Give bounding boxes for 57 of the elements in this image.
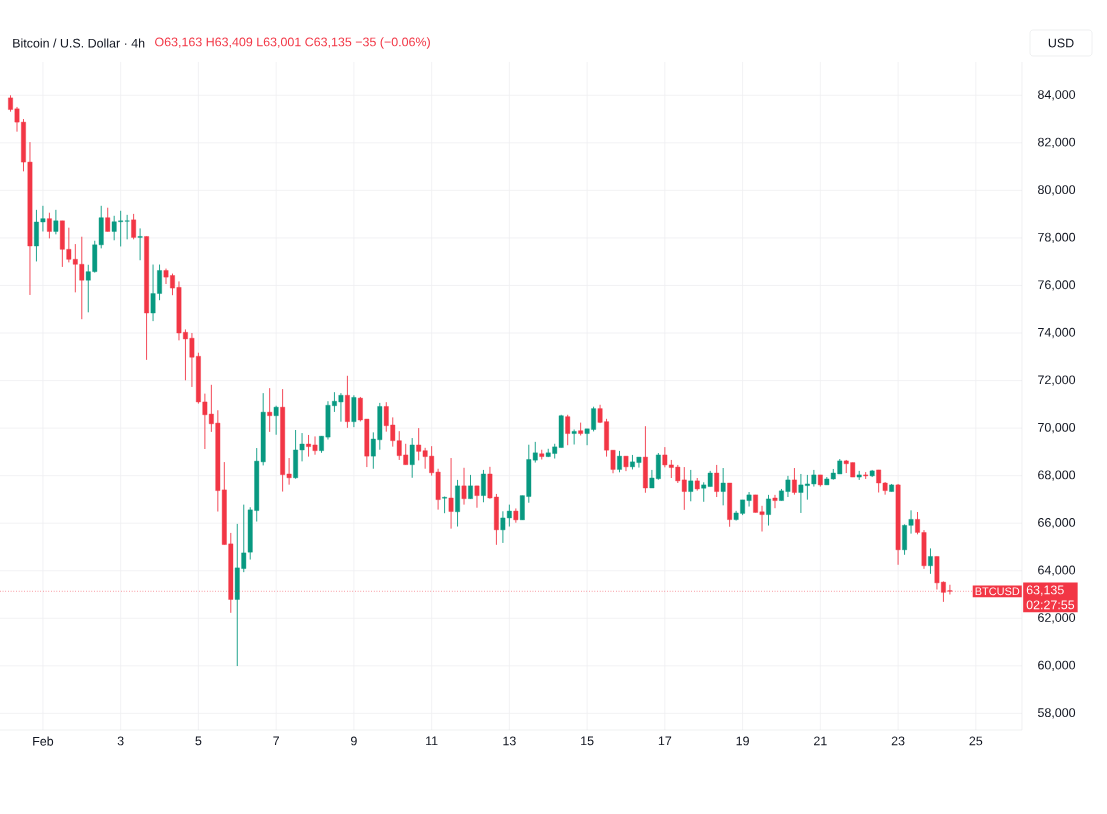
x-tick-label: 15 xyxy=(581,736,594,746)
candlestick xyxy=(461,467,467,506)
candlestick xyxy=(772,494,778,509)
y-tick-label: 82,000 xyxy=(1038,137,1076,148)
candlestick xyxy=(442,496,447,514)
y-tick-label: 62,000 xyxy=(1038,613,1076,624)
x-tick-label: 9 xyxy=(351,736,357,746)
candlestick xyxy=(481,469,486,503)
candlestick xyxy=(131,213,136,240)
candlestick xyxy=(448,457,454,530)
x-tick-label: 13 xyxy=(503,736,516,746)
candlestick xyxy=(766,494,771,526)
candlestick xyxy=(53,209,59,235)
chart-title: Bitcoin / U.S. Dollar · 4h xyxy=(13,38,145,48)
x-tick-label: 11 xyxy=(426,736,438,746)
candlestick xyxy=(928,547,933,575)
y-tick-label: 70,000 xyxy=(1038,422,1076,434)
y-tick-label: 80,000 xyxy=(1038,185,1076,196)
candlestick xyxy=(565,414,571,446)
y-tick-label: 58,000 xyxy=(1038,708,1076,719)
candlestick xyxy=(273,405,279,436)
x-tick-label: 5 xyxy=(195,736,202,746)
candlestick xyxy=(714,464,720,498)
x-tick-label: 23 xyxy=(891,736,905,746)
candlestick xyxy=(47,212,52,239)
candlestick xyxy=(792,467,797,496)
x-tick-label: 21 xyxy=(814,736,827,746)
candlestick xyxy=(105,207,111,232)
text: 63,135 xyxy=(1026,585,1064,596)
text: USD xyxy=(1048,38,1074,48)
text: O63,163 H63,409 L63,001 C63,135 −35 (−0.06%) xyxy=(155,37,430,49)
candlestick xyxy=(617,450,622,473)
y-tick-label: 74,000 xyxy=(1038,327,1076,339)
candlestick xyxy=(137,227,143,261)
candlestick xyxy=(468,474,473,500)
candlestick xyxy=(267,387,273,433)
x-tick-label: 25 xyxy=(969,736,983,746)
ref-line-label: BTCUSD xyxy=(975,587,1020,596)
candlestick xyxy=(409,437,415,479)
candlestick xyxy=(908,509,914,535)
y-tick-label: 76,000 xyxy=(1038,280,1076,291)
x-tick-label: 19 xyxy=(736,736,749,746)
text: 02:27:55 xyxy=(1026,600,1075,610)
candlestick xyxy=(720,467,726,506)
x-tick-label: 3 xyxy=(117,736,124,746)
y-tick-label: 72,000 xyxy=(1038,375,1076,386)
y-tick-label: 68,000 xyxy=(1038,470,1076,481)
candlestick xyxy=(474,485,480,509)
y-tick-label: 78,000 xyxy=(1038,232,1076,244)
x-tick-label: 17 xyxy=(658,736,672,746)
y-tick-label: 60,000 xyxy=(1038,660,1076,671)
candlestick xyxy=(688,469,694,502)
y-tick-label: 84,000 xyxy=(1038,90,1076,101)
y-tick-label: 66,000 xyxy=(1038,518,1076,529)
x-tick-label: 7 xyxy=(273,736,279,746)
x-tick-label: Feb xyxy=(33,736,54,746)
y-tick-label: 64,000 xyxy=(1038,565,1076,576)
